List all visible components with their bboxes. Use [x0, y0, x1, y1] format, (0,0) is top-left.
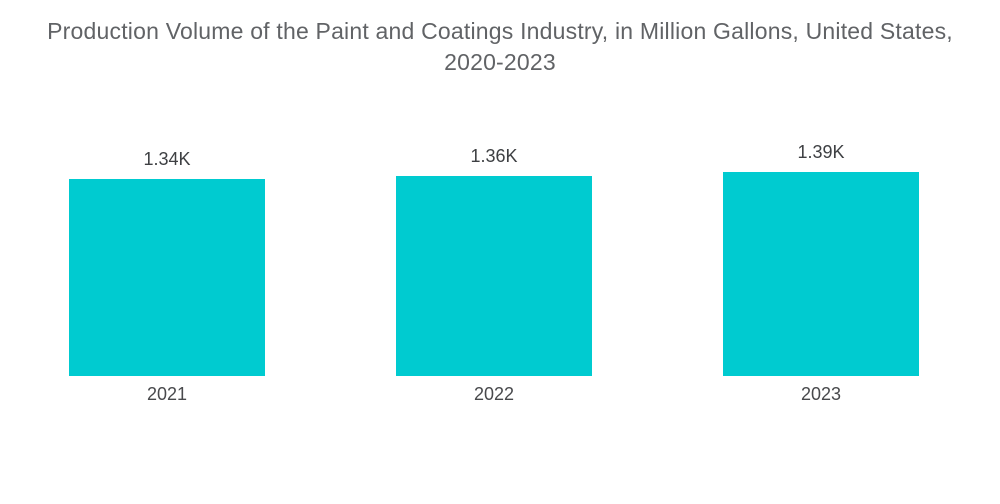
value-label: 1.39K — [797, 142, 845, 162]
bar-group: 1.34K 2021 — [69, 0, 265, 504]
bar-group: 1.36K 2022 — [396, 0, 592, 504]
x-tick-label: 2021 — [146, 384, 188, 404]
bar[interactable] — [723, 172, 919, 376]
chart-title-line2: 2020-2023 — [444, 49, 556, 75]
value-label: 1.34K — [143, 149, 191, 169]
value-label: 1.36K — [470, 146, 518, 166]
chart-title: Production Volume of the Paint and Coati… — [0, 16, 1000, 78]
x-tick-label: 2023 — [800, 384, 842, 404]
x-tick-label: 2022 — [473, 384, 515, 404]
bar[interactable] — [69, 179, 265, 376]
chart-title-line1: Production Volume of the Paint and Coati… — [47, 18, 953, 44]
bar[interactable] — [396, 176, 592, 376]
bar-group: 1.39K 2023 — [723, 0, 919, 504]
